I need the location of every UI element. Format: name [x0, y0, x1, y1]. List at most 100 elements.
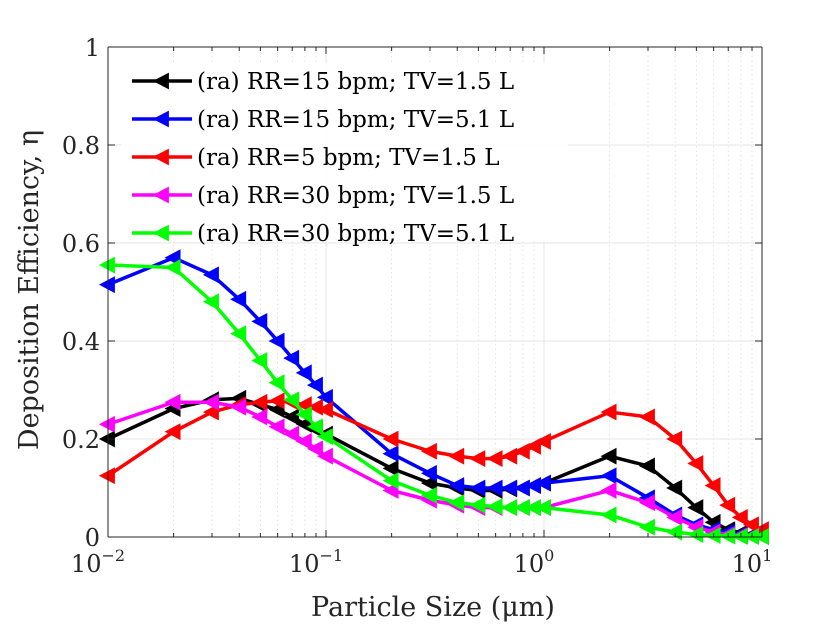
- y-axis-label: Deposition Efficiency, η: [14, 130, 45, 450]
- axes: [107, 46, 763, 538]
- data-point: [486, 498, 503, 516]
- data-point: [513, 442, 530, 460]
- data-point: [382, 445, 399, 463]
- data-point: [666, 523, 683, 541]
- data-point: [687, 499, 704, 517]
- data-point: [742, 516, 759, 534]
- y-tick-label: 1: [85, 34, 100, 62]
- data-point: [638, 494, 655, 512]
- y-tick-label: 0: [85, 524, 100, 552]
- legend-entry: (ra) RR=30 bpm; TV=5.1 L: [132, 221, 514, 247]
- data-point: [316, 388, 333, 406]
- data-point: [469, 450, 486, 468]
- data-point: [306, 376, 323, 394]
- data-point: [600, 403, 617, 421]
- data-point: [251, 352, 268, 370]
- data-point: [230, 325, 247, 343]
- data-point: [534, 499, 551, 517]
- data-point: [98, 415, 115, 433]
- data-series: [98, 249, 769, 545]
- y-tick-label: 0.4: [62, 328, 100, 356]
- data-point: [600, 482, 617, 499]
- data-point: [268, 374, 285, 392]
- data-point: [268, 418, 285, 436]
- data-point: [230, 290, 247, 308]
- data-point: [316, 447, 333, 465]
- data-point: [704, 477, 721, 494]
- data-point: [268, 392, 285, 410]
- legend-entry: (ra) RR=5 bpm; TV=1.5 L: [132, 145, 500, 171]
- x-tick-label: 101: [732, 546, 773, 578]
- data-point: [251, 312, 268, 330]
- data-point: [600, 506, 617, 524]
- data-point: [251, 408, 268, 426]
- legend-box: [122, 63, 568, 241]
- y-tick-label: 0.8: [62, 132, 100, 160]
- data-point: [534, 433, 551, 450]
- data-point: [164, 423, 181, 441]
- data-point: [687, 526, 704, 543]
- data-point: [202, 393, 219, 411]
- data-point: [420, 442, 437, 460]
- data-point: [638, 518, 655, 536]
- data-point: [230, 398, 247, 416]
- data-point: [382, 430, 399, 448]
- legend-marker: [152, 72, 169, 90]
- data-point: [420, 464, 437, 482]
- legend: (ra) RR=15 bpm; TV=1.5 L (ra) RR=15 bpm; …: [122, 63, 568, 247]
- data-point: [448, 477, 465, 494]
- data-point: [704, 527, 721, 544]
- legend-marker: [152, 110, 169, 128]
- legend-entry: (ra) RR=30 bpm; TV=1.5 L: [132, 183, 514, 209]
- data-point: [469, 479, 486, 497]
- data-point: [316, 428, 333, 445]
- x-axis-label: Particle Size (μm): [311, 592, 555, 623]
- legend-label: (ra) RR=15 bpm; TV=1.5 L: [197, 69, 514, 95]
- data-point: [306, 440, 323, 458]
- legend-marker: [152, 186, 169, 204]
- data-point: [513, 479, 530, 497]
- legend-entry: (ra) RR=15 bpm; TV=5.1 L: [132, 107, 514, 133]
- data-point: [202, 293, 219, 311]
- data-point: [283, 391, 300, 409]
- data-point: [600, 447, 617, 465]
- data-point: [600, 467, 617, 485]
- data-point: [202, 266, 219, 284]
- data-point: [316, 401, 333, 419]
- data-point: [486, 450, 503, 468]
- data-point: [164, 393, 181, 411]
- data-point: [469, 496, 486, 514]
- data-point: [638, 457, 655, 475]
- data-point: [448, 494, 465, 512]
- y-tick-label: 0.6: [62, 230, 100, 258]
- data-point: [448, 447, 465, 465]
- data-point: [666, 508, 683, 526]
- data-point: [164, 259, 181, 276]
- data-point: [98, 256, 115, 274]
- y-tick-label: 0.2: [62, 426, 100, 454]
- data-point: [295, 406, 312, 423]
- data-point: [666, 430, 683, 448]
- data-point: [251, 393, 268, 411]
- data-point: [666, 479, 683, 497]
- data-point: [283, 425, 300, 443]
- data-point: [382, 472, 399, 490]
- x-tick-label: 10−1: [289, 546, 343, 578]
- data-point: [420, 486, 437, 504]
- data-point: [719, 496, 736, 514]
- data-point: [295, 364, 312, 382]
- data-point: [534, 474, 551, 492]
- legend-label: (ra) RR=30 bpm; TV=1.5 L: [197, 183, 514, 209]
- data-point: [638, 408, 655, 426]
- x-tick-label: 100: [514, 546, 555, 578]
- data-point: [98, 467, 115, 485]
- data-point: [268, 332, 285, 350]
- data-point: [382, 459, 399, 477]
- data-point: [283, 408, 300, 426]
- legend-label: (ra) RR=5 bpm; TV=1.5 L: [197, 145, 500, 171]
- data-point: [283, 349, 300, 367]
- data-point: [98, 276, 115, 294]
- series-line: [107, 263, 762, 539]
- legend-marker: [152, 224, 169, 242]
